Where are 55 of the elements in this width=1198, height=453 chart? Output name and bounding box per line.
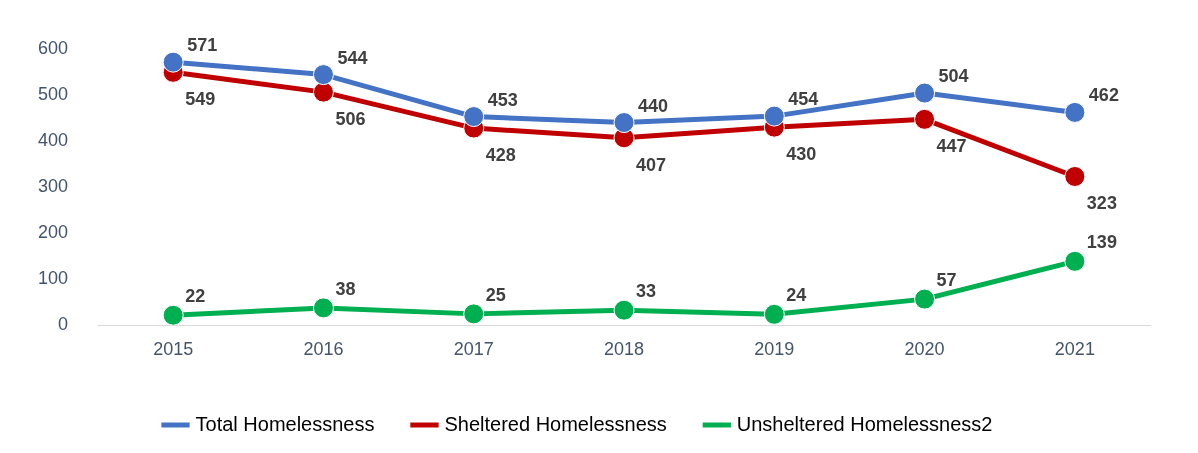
point [613, 112, 635, 134]
data-label: 24 [786, 285, 807, 306]
point [613, 299, 635, 321]
point [763, 303, 785, 325]
point [463, 106, 485, 128]
y-tick-label: 0 [58, 314, 69, 335]
point [914, 288, 936, 310]
data-label: 25 [485, 284, 506, 305]
x-tick-label: 2015 [153, 339, 194, 360]
x-tick-label: 2020 [904, 339, 945, 360]
point [1064, 250, 1086, 272]
y-tick-label: 600 [37, 37, 69, 58]
x-tick-label: 2019 [754, 339, 795, 360]
data-label: 22 [185, 286, 206, 307]
y-tick-label: 500 [37, 83, 69, 104]
data-label: 462 [1088, 85, 1119, 106]
point [1064, 166, 1086, 187]
data-label: 57 [936, 270, 957, 291]
x-tick-label: 2021 [1054, 339, 1095, 360]
data-label: 139 [1086, 232, 1117, 253]
data-label: 571 [187, 35, 218, 56]
x-tick-label: 2017 [453, 339, 494, 360]
x-tick-label: 2016 [303, 339, 344, 360]
data-label: 544 [337, 47, 368, 68]
point [312, 297, 334, 319]
point [162, 304, 184, 326]
y-tick-label: 200 [37, 222, 69, 243]
data-label: 440 [638, 95, 669, 116]
point [914, 108, 936, 130]
y-tick-label: 300 [37, 176, 69, 197]
data-label: 407 [636, 154, 667, 175]
y-tick-label: 100 [37, 268, 69, 289]
data-label: 33 [636, 281, 657, 302]
point [914, 82, 936, 104]
data-label: 38 [335, 278, 356, 299]
x-tick-label: 2018 [603, 339, 645, 360]
data-label: 323 [1086, 193, 1117, 214]
y-tick-label: 400 [37, 129, 69, 150]
point [312, 64, 334, 86]
data-label: 430 [786, 144, 817, 165]
point [1064, 101, 1086, 123]
data-label: 447 [936, 136, 967, 157]
point [463, 303, 485, 325]
point [763, 105, 785, 127]
data-label: 453 [487, 89, 518, 110]
legend-label: Total Homelessness [195, 412, 375, 435]
data-label: 506 [335, 109, 366, 130]
data-label: 504 [938, 66, 969, 87]
legend-label: Unsheltered Homelessness2 [736, 412, 993, 435]
data-label: 428 [485, 145, 516, 166]
point [162, 51, 184, 73]
data-label: 549 [185, 89, 216, 110]
point [312, 81, 334, 103]
data-label: 454 [788, 89, 819, 110]
legend-label: Sheltered Homelessness [444, 412, 667, 435]
